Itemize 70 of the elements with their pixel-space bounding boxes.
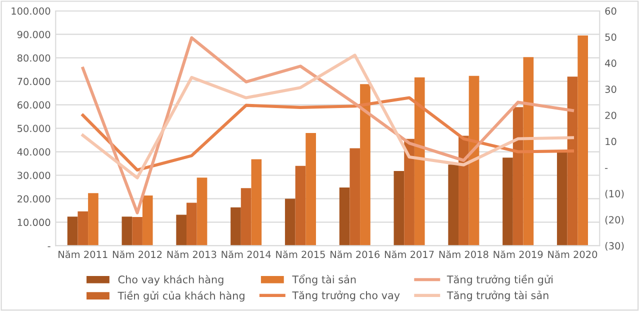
- bar: [404, 138, 414, 246]
- y2-tick-label: (30): [605, 242, 624, 251]
- legend-label: Tăng trưởng tài sản: [446, 290, 548, 302]
- bar: [360, 84, 370, 246]
- bar: [78, 211, 88, 246]
- y2-tick-label: 30: [605, 86, 616, 93]
- bar: [414, 77, 425, 246]
- bar: [176, 214, 187, 246]
- x-tick-label: Năm 2014: [222, 250, 271, 258]
- y-tick-label: 80.000: [17, 54, 50, 62]
- x-tick-label: Năm 2018: [439, 250, 488, 258]
- bar: [284, 198, 296, 246]
- bar: [122, 216, 132, 246]
- y2-tick-label: (20): [605, 216, 624, 225]
- bar: [350, 148, 360, 246]
- bar: [196, 178, 208, 246]
- bar: [512, 107, 524, 246]
- bar: [88, 193, 98, 246]
- bar: [468, 76, 480, 246]
- x-tick-label: Năm 2011: [58, 250, 108, 258]
- bar: [567, 76, 578, 246]
- legend-label: Cho vay khách hàng: [118, 274, 224, 286]
- y2-tick-label: 10: [606, 138, 616, 146]
- y-tick-label: 100.000: [12, 7, 50, 15]
- bar: [186, 202, 197, 246]
- y-tick-label: 70.000: [18, 78, 50, 86]
- bar: [240, 188, 252, 246]
- bar: [67, 216, 78, 246]
- y2-tick-label: 40: [605, 60, 616, 67]
- x-tick-label: Năm 2017: [384, 250, 434, 258]
- bar: [339, 187, 350, 246]
- line-series: [81, 54, 574, 180]
- line-series: [81, 96, 574, 172]
- bar: [448, 164, 459, 246]
- y-tick-label: 60.000: [17, 101, 50, 109]
- y-tick-label: 10.000: [18, 218, 50, 226]
- bar: [502, 158, 513, 246]
- x-tick-label: Năm 2020: [548, 250, 598, 258]
- y2-tick-label: (10): [605, 190, 624, 198]
- y2-tick-label: 50: [605, 33, 616, 41]
- y-tick-label: 50.000: [18, 124, 50, 132]
- bar: [458, 136, 469, 246]
- y-tick-label: 40.000: [17, 148, 50, 156]
- x-tick-label: Năm 2016: [330, 250, 380, 258]
- legend-label: Tăng trưởng cho vay: [292, 290, 400, 302]
- bar: [306, 132, 316, 246]
- y2-tick-label: 20: [605, 112, 616, 120]
- bar: [251, 159, 262, 246]
- bar: [142, 195, 153, 246]
- y-tick-label: 20.000: [18, 195, 50, 203]
- bar: [523, 57, 534, 246]
- y-tick-label: 90.000: [17, 30, 50, 38]
- x-tick-label: Năm 2012: [112, 250, 162, 258]
- bar: [295, 166, 306, 246]
- bar: [394, 171, 404, 246]
- x-tick-label: Năm 2019: [494, 250, 543, 258]
- y2-tick-label: -: [605, 168, 608, 169]
- bar: [556, 152, 568, 246]
- x-tick-label: Năm 2013: [167, 250, 216, 258]
- legend-label: Tiền gửi của khách hàng: [118, 290, 244, 302]
- legend-label: Tăng trưởng tiền gửi: [446, 274, 553, 286]
- y-tick-label: -: [48, 246, 50, 248]
- x-tick-label: Năm 2015: [276, 250, 325, 258]
- bar: [132, 217, 142, 246]
- legend-label: Tổng tài sản: [292, 274, 356, 286]
- y2-tick-label: 60: [605, 7, 616, 15]
- line-series: [81, 36, 574, 214]
- bar: [230, 207, 241, 246]
- y-tick-label: 30.000: [18, 172, 50, 180]
- bar: [578, 36, 588, 246]
